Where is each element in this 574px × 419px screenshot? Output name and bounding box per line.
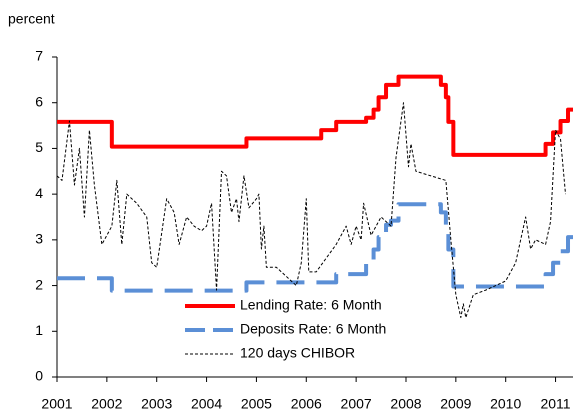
series-line [57, 202, 573, 293]
x-tick-label: 2008 [390, 396, 421, 412]
legend-label: Deposits Rate: 6 Month [240, 321, 386, 337]
x-tick-label: 2007 [341, 396, 372, 412]
y-tick-label: 4 [35, 185, 43, 201]
y-tick-label: 0 [35, 368, 43, 384]
x-tick-label: 2001 [41, 396, 72, 412]
x-tick-label: 2011 [540, 396, 570, 412]
legend-label: Lending Rate: 6 Month [240, 297, 382, 313]
legend-label: 120 days CHIBOR [240, 345, 355, 361]
y-tick-label: 2 [35, 276, 43, 292]
y-tick-label: 7 [35, 48, 43, 64]
series-line [57, 74, 573, 157]
y-tick-label: 1 [35, 322, 43, 338]
x-tick-label: 2010 [490, 396, 521, 412]
x-tick-label: 2009 [440, 396, 471, 412]
x-tick-label: 2004 [191, 396, 222, 412]
y-tick-label: 5 [35, 139, 43, 155]
x-tick-label: 2005 [241, 396, 272, 412]
y-axis-label: percent [8, 11, 55, 27]
x-tick-label: 2003 [141, 396, 172, 412]
x-tick-label: 2006 [291, 396, 322, 412]
y-tick-label: 3 [35, 231, 43, 247]
y-tick-label: 6 [35, 93, 43, 109]
x-tick-label: 2002 [91, 396, 122, 412]
